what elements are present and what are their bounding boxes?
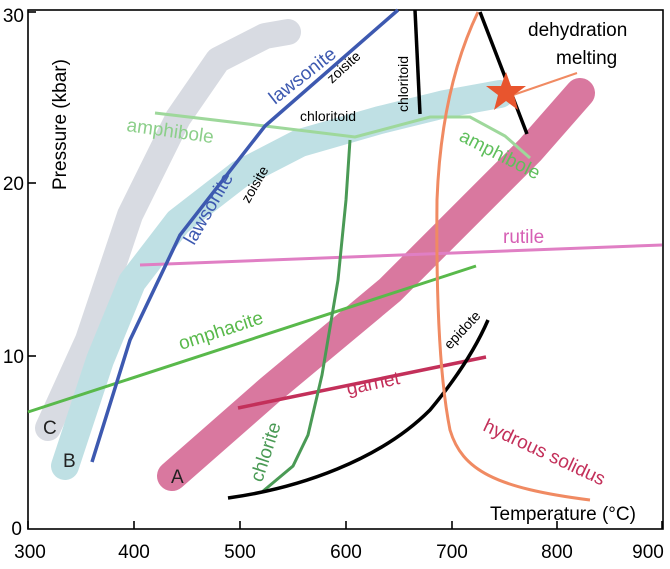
dehydration-melting-label-line1: dehydration xyxy=(528,20,627,41)
hydrous-solidus-line xyxy=(435,11,591,502)
y-tick-label: 20 xyxy=(3,174,24,195)
y-axis-ticks xyxy=(28,11,36,357)
y-axis-title: Pressure (kbar) xyxy=(50,59,71,190)
pt-path-c-label: C xyxy=(43,418,57,439)
x-axis-title: Temperature (°C) xyxy=(490,504,636,525)
chlorite-line xyxy=(261,139,352,494)
pt-path-b xyxy=(51,80,514,480)
lawsonite-line xyxy=(90,8,400,463)
rutile-label: rutile xyxy=(503,227,544,248)
x-axis-ticks xyxy=(27,521,663,529)
x-tick-label: 700 xyxy=(436,542,468,563)
x-tick-label: 400 xyxy=(118,542,150,563)
chloritoid-vertical-line xyxy=(413,9,422,115)
y-tick-label: 10 xyxy=(3,347,24,368)
garnet-label: garnet xyxy=(345,368,403,400)
chloritoid-horizontal-label: chloritoid xyxy=(300,108,356,124)
dehydration-melting-label-line2: melting xyxy=(556,48,617,69)
callout-leader xyxy=(512,72,578,96)
y-tick-label: 0 xyxy=(11,519,22,540)
x-tick-label: 300 xyxy=(14,542,46,563)
x-tick-label: 600 xyxy=(330,542,362,563)
omphacite-line xyxy=(27,264,477,414)
x-tick-label: 900 xyxy=(632,542,664,563)
rutile-line xyxy=(139,243,663,267)
pt-path-c xyxy=(35,19,301,441)
dehydration-melting-line xyxy=(478,11,529,135)
star-icon xyxy=(486,72,526,110)
x-tick-label: 500 xyxy=(224,542,256,563)
pt-path-b-label: B xyxy=(63,451,76,472)
y-tick-label: 30 xyxy=(3,6,24,27)
pt-path-a xyxy=(157,78,595,491)
pt-path-a-label: A xyxy=(171,467,184,488)
x-tick-label: 800 xyxy=(541,542,573,563)
chloritoid-vertical-label: chloritoid xyxy=(395,56,411,112)
epidote-line xyxy=(227,319,490,500)
garnet-line xyxy=(237,355,487,410)
chlorite-label: chlorite xyxy=(247,420,286,485)
